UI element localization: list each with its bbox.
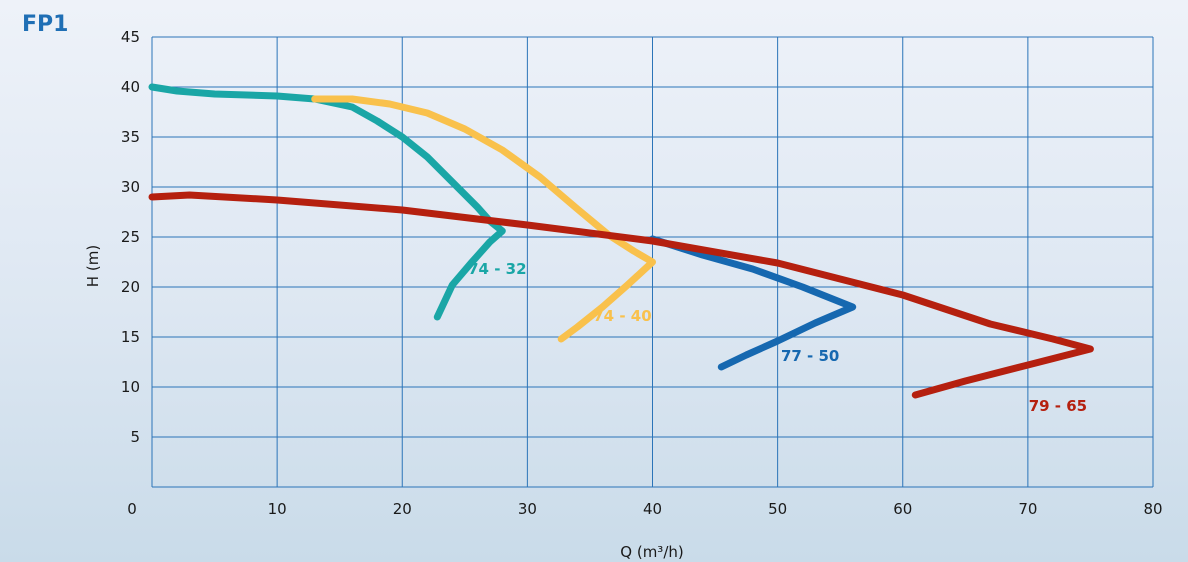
y-tick-label: 40 <box>121 78 140 96</box>
y-tick-label: 35 <box>121 128 140 146</box>
series-line-74-40 <box>311 95 656 343</box>
series-line-74-32 <box>148 83 506 321</box>
x-tick-label: 60 <box>893 500 912 518</box>
curve-label: 74 - 32 <box>468 260 526 278</box>
y-tick-label: 20 <box>121 278 140 296</box>
x-tick-label: 50 <box>768 500 787 518</box>
y-tick-label: 45 <box>121 28 140 46</box>
y-tick-label: 5 <box>130 428 140 446</box>
series-line-79-65 <box>148 191 1094 399</box>
x-tick-label: 80 <box>1143 500 1162 518</box>
x-tick-label: 40 <box>643 500 662 518</box>
x-tick-label: 30 <box>518 500 537 518</box>
axes: 0 10 20 30 40 50 60 70 80 5 10 15 20 25 30 35 40 45 <box>121 28 1163 518</box>
x-tick-label: 70 <box>1018 500 1037 518</box>
y-tick-label: 10 <box>121 378 140 396</box>
curve-label: 74 - 40 <box>593 307 651 325</box>
x-tick-label: 20 <box>393 500 412 518</box>
y-tick-label: 25 <box>121 228 140 246</box>
curve-label: 79 - 65 <box>1029 397 1087 415</box>
series-group <box>148 83 1094 399</box>
series-line-77-50 <box>649 235 857 371</box>
x-axis-label: Q (m³/h) <box>620 543 683 561</box>
chart-title: FP1 <box>22 12 69 37</box>
y-tick-label: 15 <box>121 328 140 346</box>
x-tick-label: 0 <box>127 500 137 518</box>
curve-label: 77 - 50 <box>781 347 839 365</box>
x-tick-label: 10 <box>268 500 287 518</box>
y-tick-label: 30 <box>121 178 140 196</box>
y-axis-label: H (m) <box>84 245 102 287</box>
curve-labels: 74 - 32 74 - 40 77 - 50 79 - 65 <box>468 260 1087 415</box>
